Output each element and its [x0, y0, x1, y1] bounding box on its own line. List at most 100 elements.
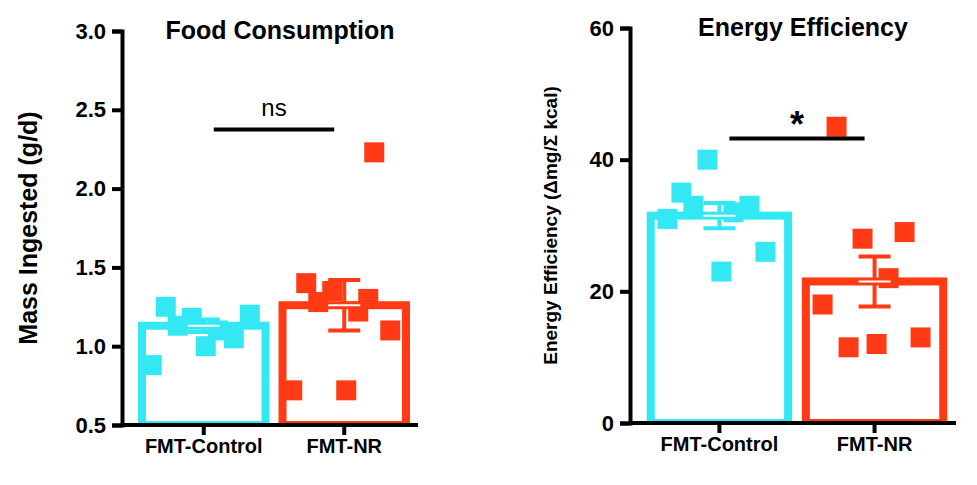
point [827, 117, 847, 137]
point [895, 222, 915, 242]
y-tick-label: 40 [590, 147, 614, 172]
chart: 0.5 1.0 1.5 2.0 2.5 3.0 FMT-Control FMT-NR Food … [14, 16, 418, 457]
point [839, 337, 859, 357]
point [336, 380, 356, 400]
error-cap [328, 328, 360, 332]
error-mean [188, 325, 220, 327]
y-tick-mark [112, 108, 122, 112]
bar [142, 326, 265, 425]
error-bar [328, 280, 360, 330]
x-tick-mark [717, 423, 721, 433]
y-tick-label: 60 [590, 16, 614, 41]
plot-area [142, 142, 406, 425]
y-tick: 60 [590, 16, 630, 41]
y-tick: 2.0 [75, 176, 122, 201]
point [867, 334, 887, 354]
x-axis-line [122, 423, 418, 427]
y-tick-label: 1.5 [75, 255, 106, 280]
y-tick-mark [620, 27, 630, 31]
x-axis: FMT-Control FMT-NR [122, 425, 418, 457]
y-tick-mark [112, 266, 122, 270]
point [813, 295, 833, 315]
point [358, 289, 378, 309]
y-tick-mark [620, 422, 630, 426]
y-tick: 20 [590, 279, 630, 304]
point [282, 380, 302, 400]
x-tick: FMT-Control [661, 423, 779, 455]
error-cap [188, 330, 220, 334]
x-tick: FMT-Control [145, 425, 263, 457]
y-axis-line [620, 29, 631, 424]
y-axis-title: Mass Ingested (g/d) [14, 111, 42, 344]
error-cap [703, 201, 735, 205]
y-tick-label: 1.0 [75, 334, 106, 359]
x-tick-mark [342, 425, 346, 435]
x-tick: FMT-NR [306, 425, 382, 457]
title: Energy Efficiency [698, 13, 908, 41]
point [196, 336, 216, 356]
x-tick: FMT-NR [837, 423, 913, 455]
y-tick-label: 2.5 [75, 97, 106, 122]
y-axis-title: Energy Efficiency (Δmg/Σ kcal) [540, 86, 561, 364]
y-axis: 0 20 40 60 [590, 16, 631, 436]
x-tick-mark [873, 423, 877, 433]
y-tick: 1.0 [75, 334, 122, 359]
error-mean [703, 215, 735, 217]
y-tick-label: 3.0 [75, 19, 106, 44]
error-mean [328, 304, 360, 306]
point [755, 242, 775, 262]
y-tick: 3.0 [75, 19, 122, 44]
y-tick-mark [112, 30, 122, 34]
error-mean [859, 280, 891, 282]
y-tick: 1.5 [75, 255, 122, 280]
bar [651, 216, 788, 423]
y-tick: 40 [590, 147, 630, 172]
point [296, 273, 316, 293]
point [156, 297, 176, 317]
error-bar [703, 203, 735, 228]
y-tick-label: 2.0 [75, 176, 106, 201]
figure: 0.5 1.0 1.5 2.0 2.5 3.0 FMT-Control FMT-NR Food … [0, 0, 977, 485]
x-tick-label: FMT-Control [145, 435, 263, 457]
significance-label: * [790, 104, 804, 145]
y-tick-mark [112, 424, 122, 428]
y-tick-mark [620, 158, 630, 162]
title: Food Consumption [165, 16, 394, 44]
error-cap [188, 317, 220, 321]
error-bar [188, 319, 220, 332]
error-cap [859, 254, 891, 258]
significance-line [214, 128, 334, 132]
y-tick-mark [112, 345, 122, 349]
chart: 0 20 40 60 FMT-Control FMT-NR Energy Efficienc… [540, 13, 956, 455]
y-axis: 0.5 1.0 1.5 2.0 2.5 3.0 [75, 19, 122, 438]
y-tick: 0.5 [75, 413, 122, 438]
point [142, 355, 162, 375]
x-tick-label: FMT-NR [306, 435, 382, 457]
point [168, 316, 188, 336]
point [853, 229, 873, 249]
y-tick-label: 0 [602, 411, 614, 436]
y-tick-label: 20 [590, 279, 614, 304]
point [380, 320, 400, 340]
y-tick-mark [112, 187, 122, 191]
point [240, 305, 260, 325]
point [711, 262, 731, 282]
error-bar [859, 256, 891, 306]
x-tick-label: FMT-NR [837, 433, 913, 455]
plot-area [651, 117, 943, 423]
point [697, 150, 717, 170]
x-tick-mark [202, 425, 206, 435]
x-tick-label: FMT-Control [661, 433, 779, 455]
y-axis-line [112, 32, 123, 426]
error-cap [703, 226, 735, 230]
point [723, 202, 743, 222]
error-cap [859, 304, 891, 308]
point [657, 209, 677, 229]
point [879, 268, 899, 288]
significance-label: ns [261, 94, 286, 121]
point [308, 292, 328, 312]
y-tick: 0 [602, 411, 630, 436]
y-tick-label: 0.5 [75, 413, 106, 438]
point [683, 196, 703, 216]
y-tick: 2.5 [75, 97, 122, 122]
